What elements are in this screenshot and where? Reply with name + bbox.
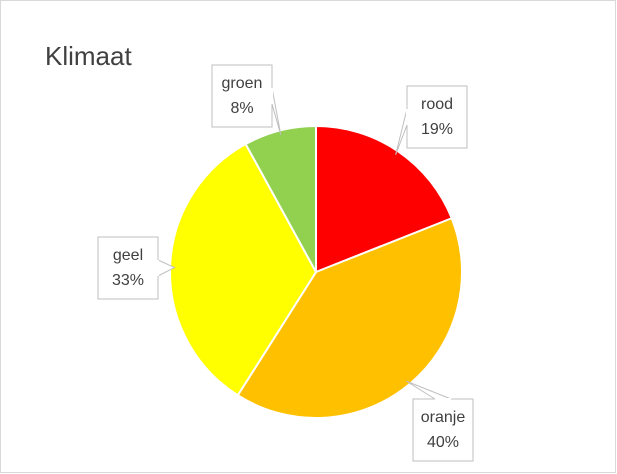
pie-slice <box>315 124 454 274</box>
pie-slice <box>236 216 463 419</box>
category-label: oranje <box>421 409 466 426</box>
label-box <box>97 236 159 300</box>
value-label: 40% <box>427 434 459 451</box>
category-label: geel <box>113 247 143 264</box>
category-label: groen <box>222 75 263 92</box>
chart-title: Klimaat <box>45 41 132 71</box>
category-label: rood <box>421 96 453 113</box>
value-label: 19% <box>421 121 453 138</box>
label-box <box>412 398 474 462</box>
label-box <box>406 85 468 149</box>
value-label: 33% <box>112 272 144 289</box>
value-label: 8% <box>230 100 253 117</box>
